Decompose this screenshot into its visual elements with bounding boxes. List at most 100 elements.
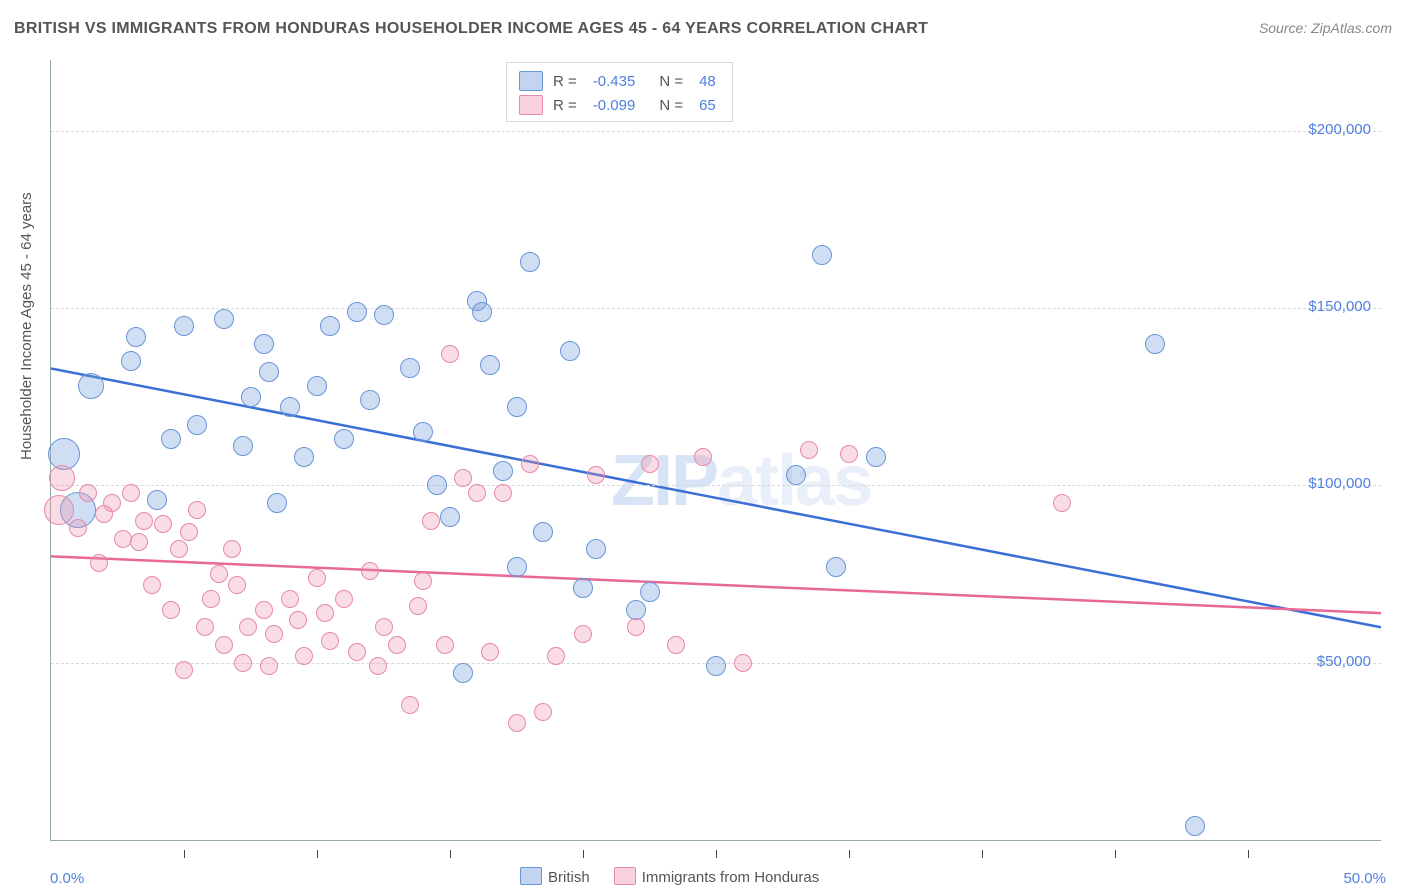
data-point <box>533 522 553 542</box>
x-tick <box>1248 850 1249 858</box>
source-credit: Source: ZipAtlas.com <box>1259 20 1392 36</box>
gridline <box>51 485 1381 486</box>
data-point <box>626 600 646 620</box>
data-point <box>267 493 287 513</box>
y-axis-label: Householder Income Ages 45 - 64 years <box>18 192 35 460</box>
data-point <box>800 441 818 459</box>
data-point <box>422 512 440 530</box>
data-point <box>826 557 846 577</box>
series-legend: British Immigrants from Honduras <box>520 867 819 886</box>
data-point <box>196 618 214 636</box>
r-label: R = <box>553 73 577 90</box>
data-point <box>295 647 313 665</box>
data-point <box>174 316 194 336</box>
x-axis-max-label: 50.0% <box>1343 870 1386 887</box>
data-point <box>335 590 353 608</box>
data-point <box>436 636 454 654</box>
data-point <box>161 429 181 449</box>
data-point <box>734 654 752 672</box>
data-point <box>78 373 104 399</box>
data-point <box>143 576 161 594</box>
data-point <box>481 643 499 661</box>
data-point <box>234 654 252 672</box>
data-point <box>361 562 379 580</box>
r-value-honduras: -0.099 <box>593 97 636 114</box>
n-value-honduras: 65 <box>699 97 716 114</box>
legend-row-british: R = -0.435 N = 48 <box>519 69 716 93</box>
data-point <box>265 625 283 643</box>
data-point <box>69 519 87 537</box>
data-point <box>223 540 241 558</box>
data-point <box>121 351 141 371</box>
x-tick <box>317 850 318 858</box>
data-point <box>214 309 234 329</box>
data-point <box>409 597 427 615</box>
data-point <box>187 415 207 435</box>
legend-item-british: British <box>520 867 590 886</box>
data-point <box>307 376 327 396</box>
data-point <box>316 604 334 622</box>
x-tick <box>583 850 584 858</box>
x-tick <box>1115 850 1116 858</box>
data-point <box>334 429 354 449</box>
trend-line <box>51 556 1381 613</box>
data-point <box>135 512 153 530</box>
swatch-british <box>520 867 542 885</box>
data-point <box>480 355 500 375</box>
x-tick <box>184 850 185 858</box>
data-point <box>374 305 394 325</box>
data-point <box>147 490 167 510</box>
data-point <box>520 252 540 272</box>
data-point <box>1145 334 1165 354</box>
data-point <box>866 447 886 467</box>
swatch-british <box>519 71 543 91</box>
data-point <box>320 316 340 336</box>
data-point <box>534 703 552 721</box>
y-tick-label: $100,000 <box>1308 475 1371 492</box>
x-tick <box>982 850 983 858</box>
data-point <box>308 569 326 587</box>
data-point <box>162 601 180 619</box>
chart-title: BRITISH VS IMMIGRANTS FROM HONDURAS HOUS… <box>14 20 928 38</box>
data-point <box>453 663 473 683</box>
data-point <box>289 611 307 629</box>
data-point <box>521 455 539 473</box>
data-point <box>493 461 513 481</box>
data-point <box>1053 494 1071 512</box>
n-label: N = <box>659 73 683 90</box>
data-point <box>627 618 645 636</box>
gridline <box>51 308 1381 309</box>
data-point <box>280 397 300 417</box>
data-point <box>254 334 274 354</box>
data-point <box>122 484 140 502</box>
data-point <box>241 387 261 407</box>
legend-item-honduras: Immigrants from Honduras <box>614 867 820 886</box>
data-point <box>641 455 659 473</box>
data-point <box>494 484 512 502</box>
data-point <box>414 572 432 590</box>
data-point <box>840 445 858 463</box>
data-point <box>388 636 406 654</box>
chart-container: BRITISH VS IMMIGRANTS FROM HONDURAS HOUS… <box>0 0 1406 892</box>
data-point <box>812 245 832 265</box>
data-point <box>210 565 228 583</box>
data-point <box>507 557 527 577</box>
data-point <box>233 436 253 456</box>
r-value-british: -0.435 <box>593 73 636 90</box>
data-point <box>228 576 246 594</box>
data-point <box>79 484 97 502</box>
data-point <box>294 447 314 467</box>
data-point <box>259 362 279 382</box>
watermark: ZIPatlas <box>611 440 871 522</box>
data-point <box>468 484 486 502</box>
legend-label-honduras: Immigrants from Honduras <box>642 869 820 886</box>
n-value-british: 48 <box>699 73 716 90</box>
data-point <box>454 469 472 487</box>
data-point <box>170 540 188 558</box>
data-point <box>126 327 146 347</box>
n-label: N = <box>659 97 683 114</box>
r-label: R = <box>553 97 577 114</box>
data-point <box>574 625 592 643</box>
data-point <box>472 302 492 322</box>
data-point <box>508 714 526 732</box>
